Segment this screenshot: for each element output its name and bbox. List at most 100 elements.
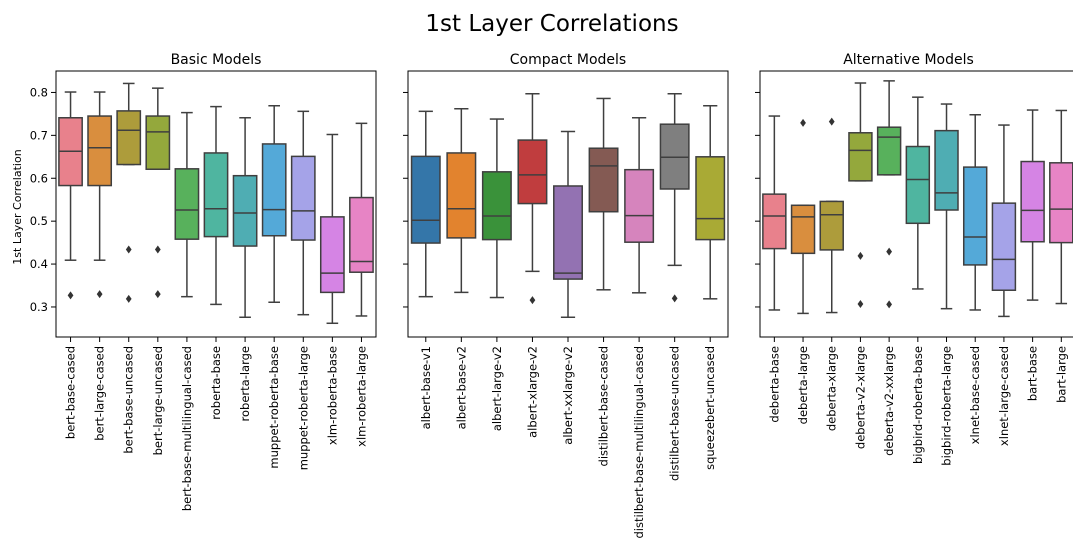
plot-area (410, 92, 726, 319)
box-iqr (446, 152, 477, 239)
box-iqr (174, 168, 200, 240)
box-iqr (588, 147, 619, 213)
box-deberta-base (762, 115, 787, 311)
x-tick-label: bert-large-cased (93, 346, 107, 441)
axes-frame (759, 70, 1073, 338)
y-tick-label: 0.5 (30, 214, 48, 228)
x-tick-label: deberta-v2-xxlarge (882, 346, 896, 456)
outlier-marker (67, 291, 74, 300)
outlier-marker (886, 247, 893, 256)
box-iqr (290, 155, 316, 241)
x-tick-label: distilbert-base-multilingual-cased (632, 346, 646, 539)
box-iqr (790, 204, 816, 255)
box-xlm-roberta-large (349, 122, 374, 317)
box-muppet-roberta-base (261, 105, 287, 303)
x-tick-label: roberta-large (238, 346, 252, 421)
box-bigbird-roberta-base (905, 96, 931, 290)
x-tick-label: bart-base (1026, 346, 1040, 401)
box-deberta-v2-xxlarge (876, 80, 902, 309)
box-xlnet-base-cased (962, 114, 988, 311)
chart-panel: Compact Models albert-base-v1 albert-base-… (403, 52, 729, 539)
chart-panel: Alternative Models deberta-base deberta-la… (755, 52, 1073, 466)
x-tick-label: distilbert-base-cased (597, 346, 611, 466)
outlier-marker (154, 290, 161, 299)
box-xlnet-large-cased (991, 124, 1017, 318)
x-tick-label: bert-base-uncased (122, 346, 136, 454)
box-iqr (934, 129, 959, 211)
box-bert-base-cased (58, 91, 83, 300)
box-iqr (261, 143, 287, 237)
x-tick-label: bert-large-uncased (151, 346, 165, 455)
box-deberta-v2-xlarge (848, 82, 873, 308)
y-tick-label: 0.8 (30, 85, 48, 99)
box-iqr (962, 166, 988, 266)
box-distilbert-base-cased (588, 97, 619, 291)
plot-area (58, 82, 374, 325)
box-bert-base-uncased (116, 82, 142, 303)
panel-title: Basic Models (171, 52, 262, 68)
x-tick-label: deberta-xlarge (825, 346, 839, 431)
x-tick-label: albert-xxlarge-v2 (561, 346, 575, 445)
figure-title: 1st Layer Correlations (425, 11, 678, 37)
x-tick-label: bart-large (1054, 346, 1068, 403)
x-tick-label: roberta-base (209, 346, 223, 420)
x-tick-label: distilbert-base-uncased (668, 346, 682, 481)
box-albert-base-v2 (446, 108, 477, 294)
x-tick-label: muppet-roberta-large (296, 346, 310, 470)
outlier-marker (857, 299, 864, 308)
box-albert-xxlarge-v2 (553, 130, 583, 319)
box-albert-xlarge-v2 (517, 92, 548, 305)
box-iqr (819, 200, 844, 251)
x-tick-label: xlnet-large-cased (997, 346, 1011, 446)
outlier-marker (857, 251, 864, 260)
box-distilbert-base-multilingual-cased (624, 117, 655, 294)
box-albert-base-v1 (410, 110, 441, 298)
x-tick-label: xlm-roberta-large (354, 346, 368, 447)
box-iqr (349, 196, 374, 273)
x-tick-label: squeezebert-uncased (703, 346, 717, 470)
box-bert-base-multilingual-cased (174, 111, 200, 298)
box-iqr (905, 145, 931, 225)
box-iqr (203, 152, 229, 238)
x-tick-label: bigbird-roberta-base (911, 346, 925, 464)
x-tick-label: albert-base-v2 (454, 346, 468, 429)
box-iqr (517, 139, 548, 205)
box-squeezebert-uncased (695, 105, 726, 300)
outlier-marker (96, 290, 103, 299)
box-iqr (1020, 160, 1045, 243)
box-iqr (695, 156, 726, 241)
box-bart-large (1049, 109, 1073, 305)
outlier-marker (886, 300, 893, 309)
chart-panel: Basic Models 0.3 0.4 0.5 0.6 0.7 0.8 bert-base-… (30, 52, 377, 511)
box-deberta-large (790, 118, 816, 315)
x-tick-label: deberta-v2-xlarge (853, 346, 867, 449)
box-roberta-base (203, 105, 229, 306)
outlier-marker (828, 117, 835, 126)
box-bert-large-cased (87, 91, 113, 299)
x-tick-label: albert-large-v2 (490, 346, 504, 431)
outlier-marker (800, 118, 806, 127)
x-tick-label: bert-base-cased (64, 346, 78, 439)
box-deberta-xlarge (819, 117, 844, 314)
y-tick-label: 0.7 (30, 128, 48, 142)
box-bart-base (1020, 109, 1045, 301)
box-iqr (319, 216, 345, 294)
outlier-marker (529, 296, 536, 305)
box-iqr (876, 126, 902, 176)
box-iqr (87, 115, 113, 187)
box-iqr (116, 110, 142, 166)
box-iqr (1049, 162, 1073, 244)
x-tick-label: deberta-large (796, 346, 810, 424)
chart-panels: Basic Models 0.3 0.4 0.5 0.6 0.7 0.8 bert-base-… (30, 52, 1073, 539)
y-tick-label: 0.3 (30, 300, 48, 314)
panel-title: Alternative Models (843, 52, 974, 68)
x-tick-label: xlnet-base-cased (968, 346, 982, 444)
outlier-marker (125, 294, 132, 303)
box-iqr (848, 132, 873, 182)
box-xlm-roberta-base (319, 133, 345, 325)
y-axis-label: 1st Layer Correlation (11, 149, 24, 264)
x-tick-label: bigbird-roberta-large (940, 346, 954, 466)
x-tick-label: bert-base-multilingual-cased (180, 346, 194, 511)
y-tick-label: 0.6 (30, 171, 48, 185)
